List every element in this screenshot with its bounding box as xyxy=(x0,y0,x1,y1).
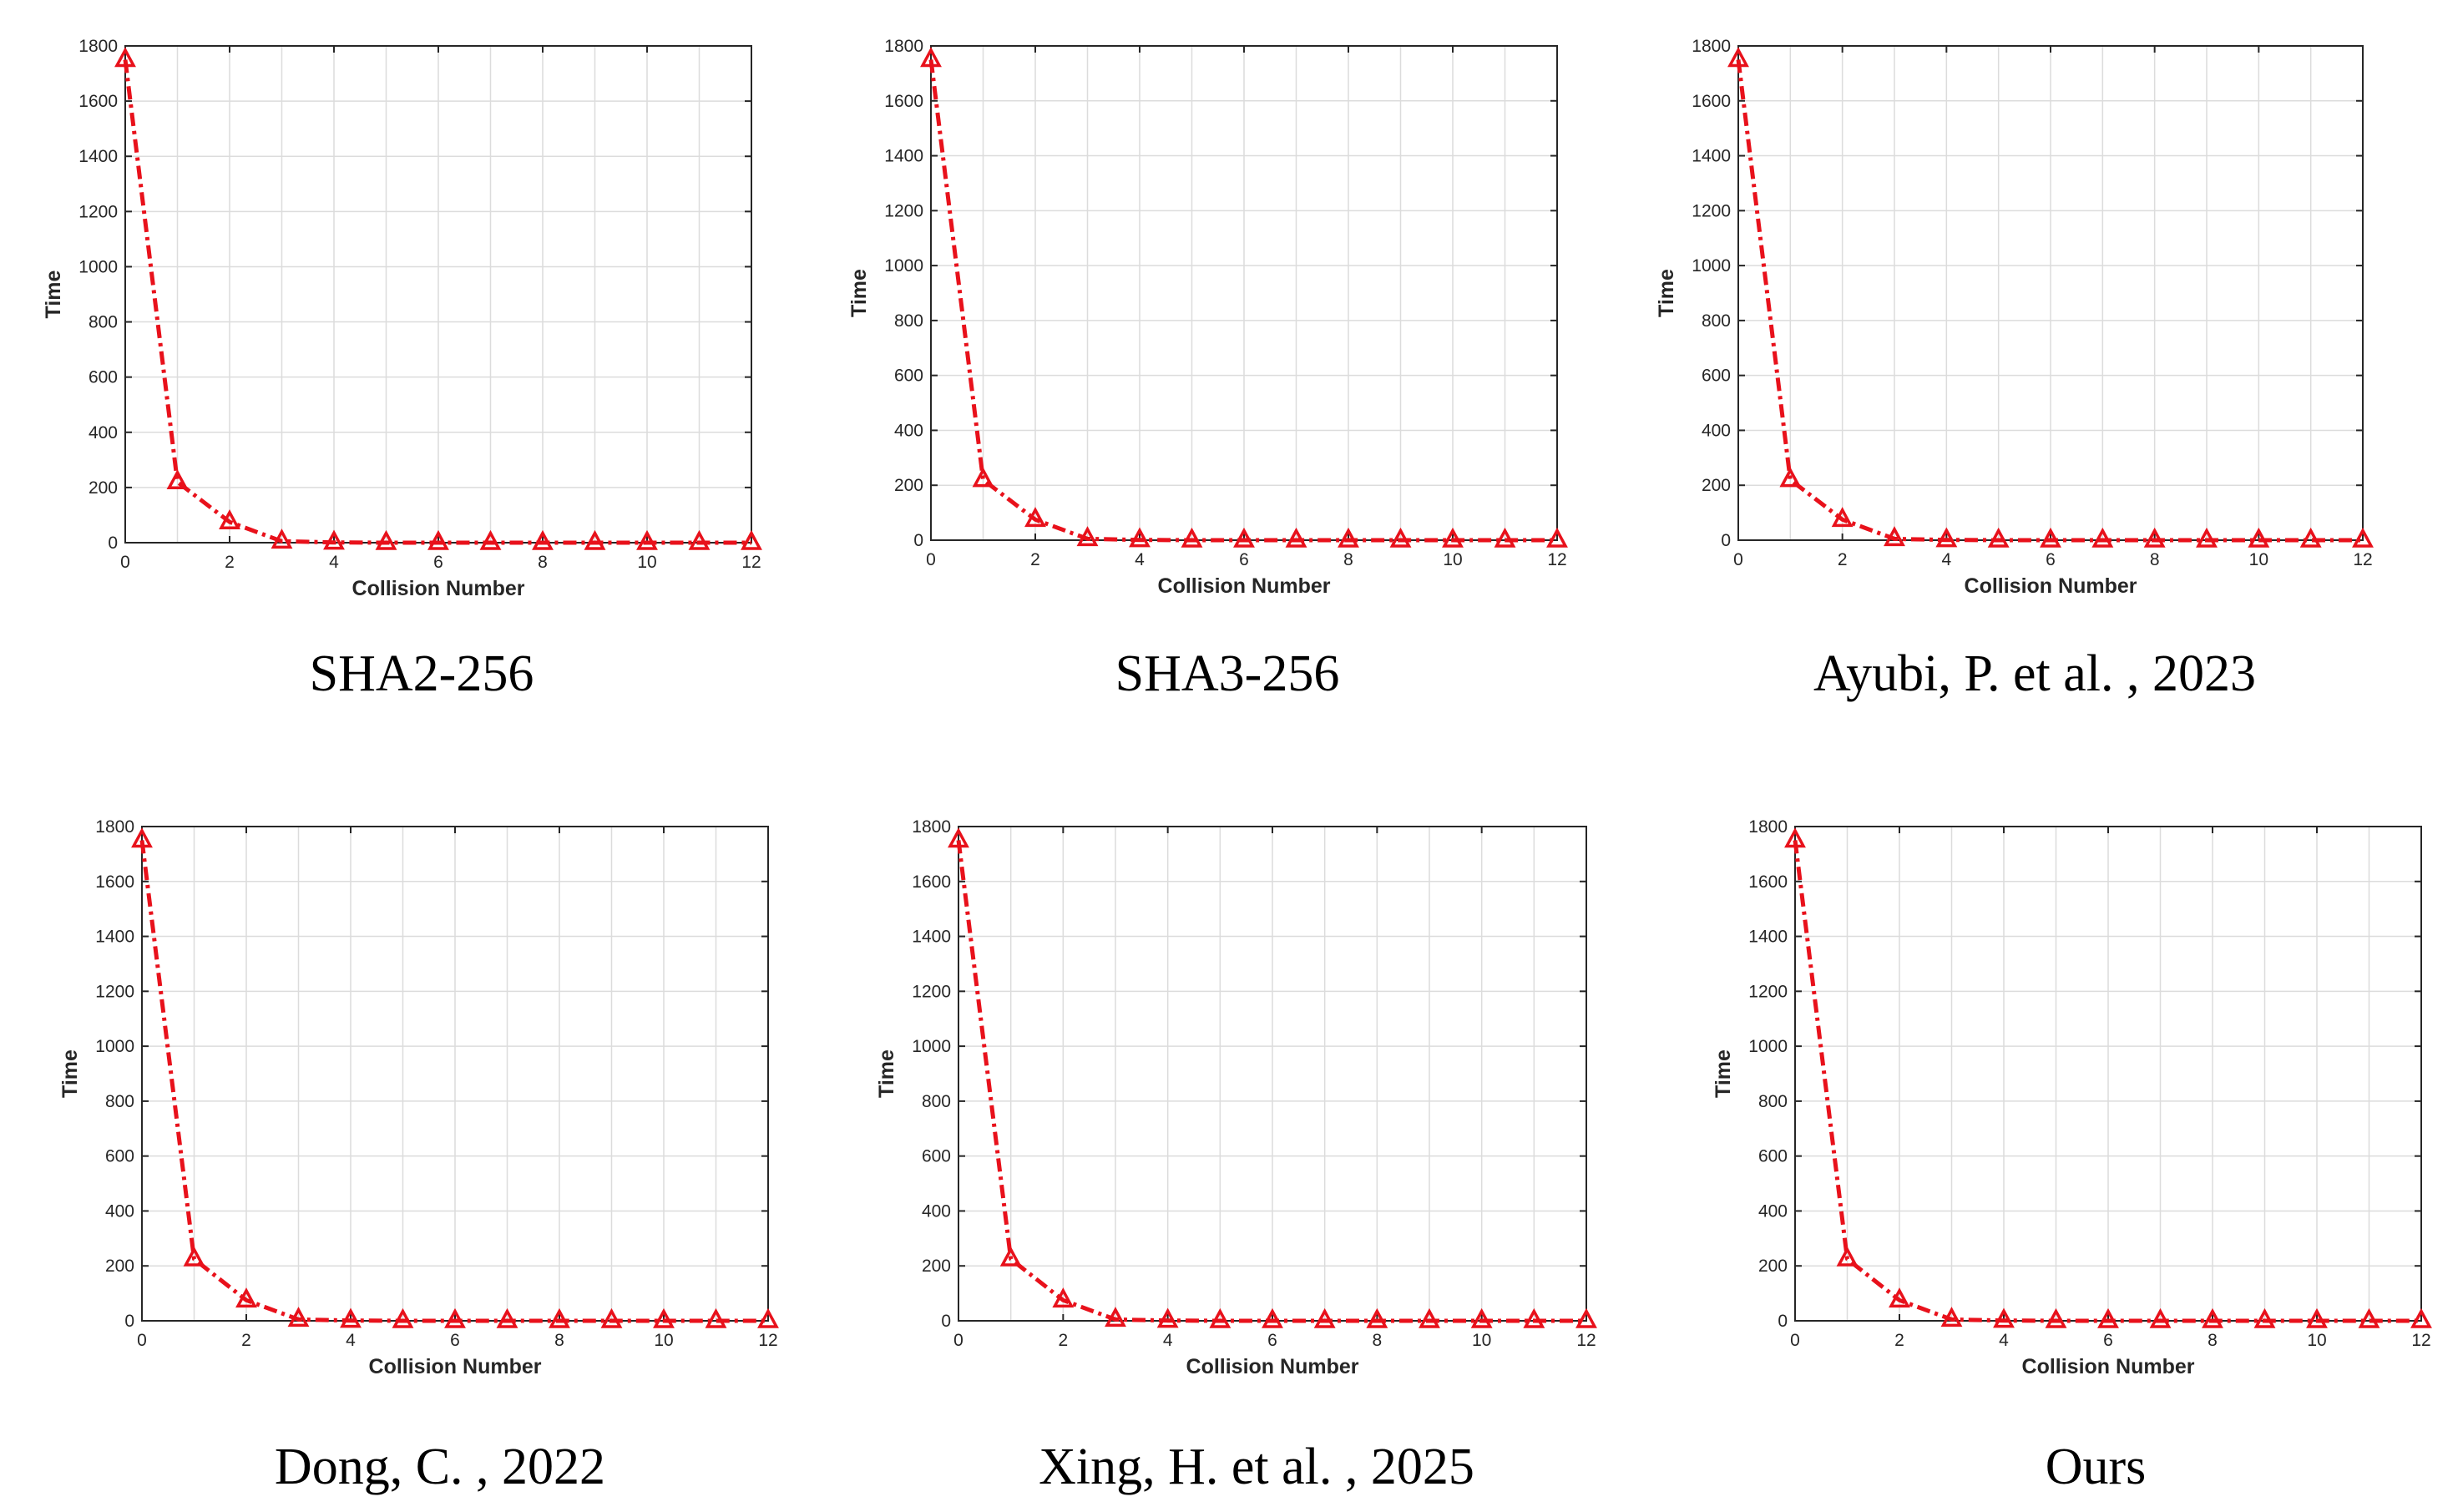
chart-caption-sha3-256: SHA3-256 xyxy=(1115,645,1340,702)
chart-caption-dong-2022: Dong, C. , 2022 xyxy=(274,1439,606,1495)
chart-panel-ours xyxy=(0,0,2463,1369)
chart-caption-xing-2025: Xing, H. et al. , 2025 xyxy=(1039,1439,1474,1495)
chart-caption-ayubi-2023: Ayubi, P. et al. , 2023 xyxy=(1813,645,2256,702)
chart-caption-sha2-256: SHA2-256 xyxy=(309,645,534,702)
chart-caption-ours: Ours xyxy=(2045,1439,2147,1495)
